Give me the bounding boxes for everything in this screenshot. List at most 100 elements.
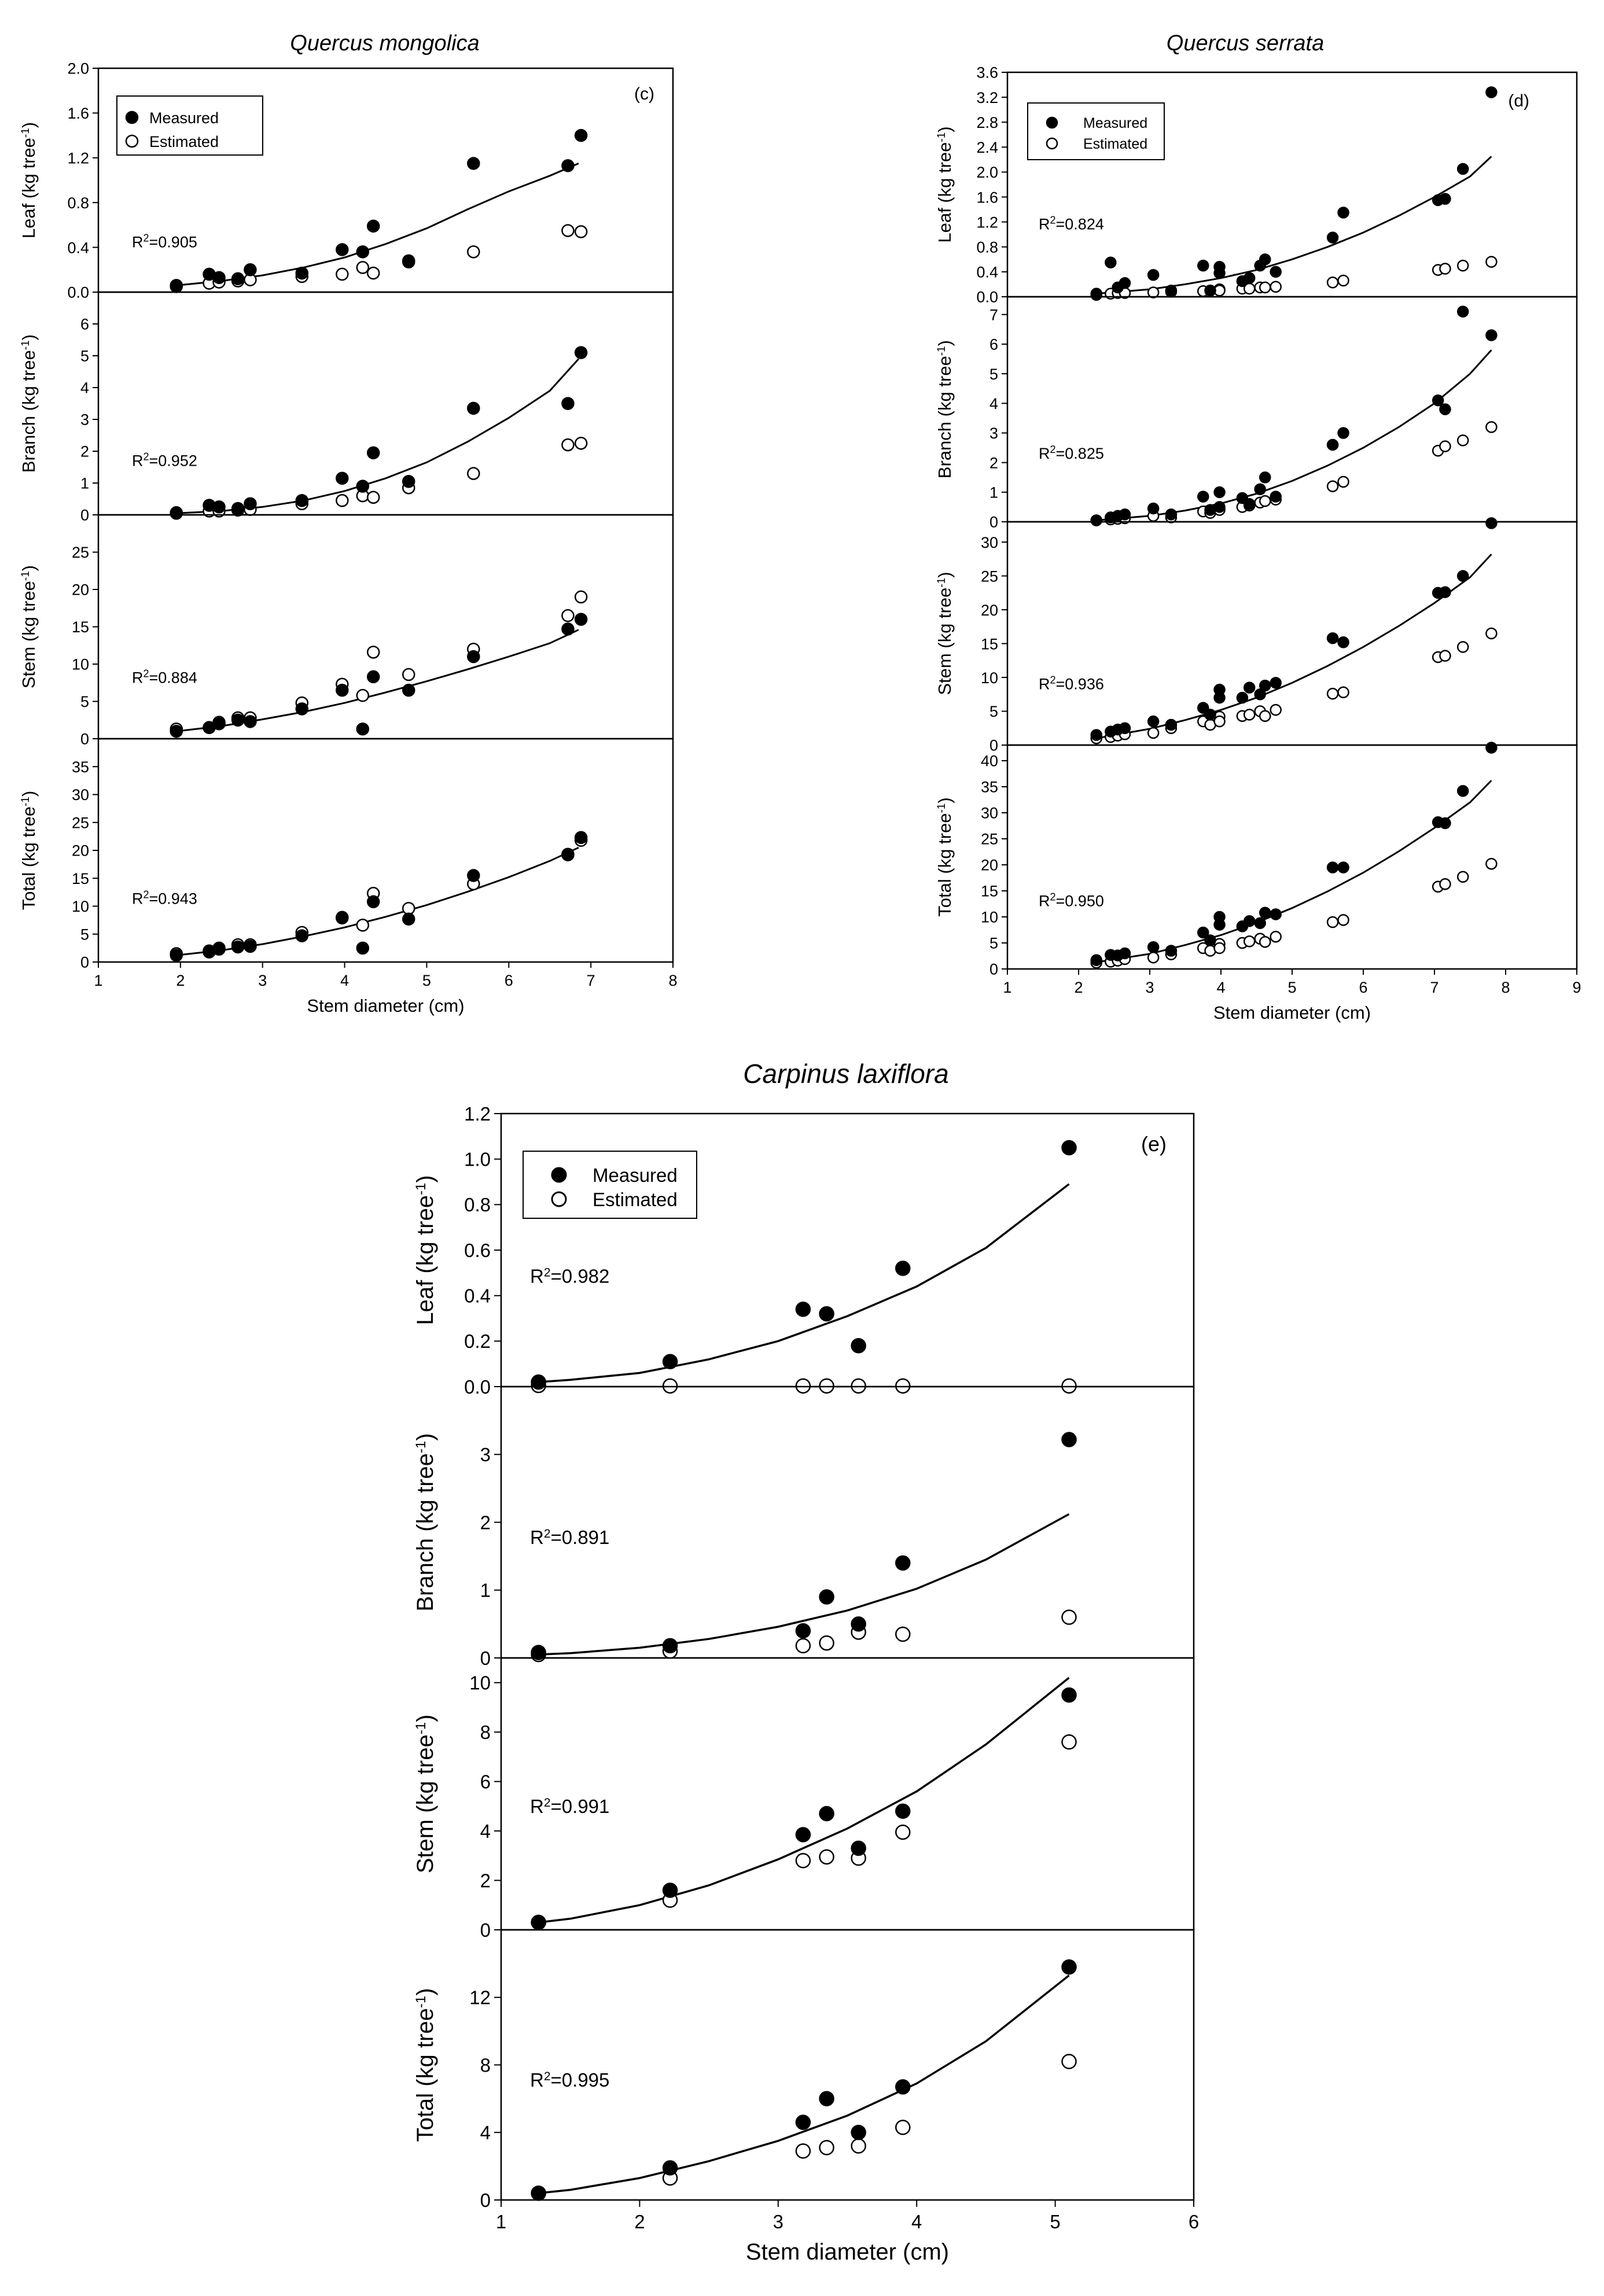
measured-point — [1456, 163, 1469, 175]
measured-point — [851, 1616, 866, 1632]
estimated-point — [895, 1824, 911, 1840]
estimated-point — [1270, 281, 1282, 293]
estimated-point — [1243, 709, 1256, 721]
x-tick-label: 9 — [1572, 979, 1581, 996]
estimated-point — [1259, 495, 1271, 507]
y-tick-label: 1.6 — [67, 105, 89, 122]
measured-point — [1213, 911, 1226, 923]
y-tick-label: 0.8 — [976, 238, 998, 256]
x-tick-label: 4 — [911, 2211, 922, 2232]
y-tick-label: 15 — [72, 870, 89, 887]
plot-frame — [97, 67, 674, 293]
measured-point — [1119, 508, 1131, 521]
y-tick-label: 1 — [480, 1580, 491, 1601]
legend-e-measured-label: Measured — [593, 1164, 678, 1186]
estimated-point — [574, 225, 588, 238]
measured-point — [1147, 502, 1160, 515]
x-axis-label: Stem diameter (cm) — [746, 2239, 949, 2265]
title-quercus-serrata: Quercus serrata — [1167, 31, 1324, 56]
y-tick-label: 3 — [989, 425, 998, 442]
y-tick-label: 0 — [480, 2190, 491, 2211]
measured-point — [1439, 403, 1451, 415]
estimated-point — [1485, 256, 1498, 268]
y-tick-label: 5 — [989, 935, 998, 952]
chart-d: 0.0 0.4 0.8 1.2 1.6 2.0 2.4 2.8 3.2 3.6 Leaf (kg t… — [935, 64, 1581, 1023]
measured-point — [662, 1638, 678, 1654]
subplot-branch: 0 1 2 3 4 5 6 7 Branch (kg tree-1) R2=0.825 — [935, 296, 1578, 531]
measured-point — [1213, 267, 1226, 279]
measured-point — [402, 255, 415, 269]
measured-point — [1119, 722, 1131, 735]
plot-frame — [500, 1657, 1195, 1931]
measured-point — [795, 1827, 811, 1842]
measured-point — [1147, 941, 1160, 953]
measured-point — [1337, 427, 1349, 439]
x-tick-label: 7 — [1430, 979, 1439, 996]
legend-c: Measured Estimated — [116, 95, 263, 156]
x-tick-label: 6 — [505, 972, 513, 989]
y-tick-label: 2 — [80, 443, 89, 460]
estimated-point — [795, 1638, 811, 1654]
y-tick-label: 0 — [989, 514, 998, 531]
measured-point — [170, 279, 183, 292]
title-carpinus-laxiflora: Carpinus laxiflora — [743, 1059, 948, 1089]
r2-annotation: R2=0.824 — [1039, 215, 1104, 233]
y-tick-label: 2 — [989, 454, 998, 471]
measured-point — [1147, 269, 1160, 281]
measured-point — [1326, 632, 1339, 644]
measured-point — [244, 715, 257, 728]
measured-point — [819, 2091, 834, 2107]
plot-frame — [500, 1385, 1195, 1659]
panel-label-e: (e) — [1141, 1132, 1167, 1156]
r2-annotation: R2=0.905 — [132, 233, 197, 251]
x-tick-label: 5 — [1050, 2211, 1060, 2232]
y-tick-label: 20 — [72, 581, 89, 599]
measured-point — [1254, 688, 1266, 701]
measured-point — [795, 1623, 811, 1639]
measured-point — [851, 1840, 866, 1856]
measured-point — [1254, 483, 1266, 495]
panel-label-c: (c) — [634, 84, 654, 104]
legend-e-estimated-label: Estimated — [593, 1189, 678, 1210]
measured-point — [336, 683, 349, 697]
legend-c-box — [116, 95, 263, 156]
estimated-point — [1213, 715, 1226, 728]
estimated-point — [895, 2120, 911, 2135]
measured-point — [1259, 253, 1271, 266]
fitted-curve — [1096, 780, 1492, 963]
measured-point — [356, 941, 370, 955]
legend-c-estimated-label: Estimated — [149, 133, 219, 150]
subplot-total: 0 5 10 15 20 25 30 35 40 Total (kg tree-1) R2=0.95… — [935, 742, 1578, 978]
measured-point — [1439, 817, 1451, 830]
plots-layer: 0.0 0.4 0.8 1.2 1.6 2.0 Leaf (kg tree-1) R2=0.9… — [19, 60, 1581, 2265]
measured-point — [366, 446, 380, 459]
measured-point — [1243, 681, 1256, 694]
y-tick-label: 4 — [80, 379, 89, 397]
estimated-point — [356, 919, 370, 932]
plot-frame — [500, 1112, 1195, 1388]
measured-point — [851, 2125, 866, 2140]
y-tick-label: 5 — [989, 703, 998, 720]
measured-point — [574, 128, 588, 142]
fitted-curve — [538, 1513, 1070, 1656]
measured-point — [231, 272, 245, 286]
measured-point — [1119, 947, 1131, 960]
y-axis-label: Total (kg tree-1) — [413, 1988, 438, 2142]
estimated-point — [467, 245, 480, 259]
measured-point — [1090, 954, 1102, 966]
y-tick-label: 0 — [480, 1919, 491, 1941]
measured-point — [366, 219, 380, 233]
y-axis-label: Stem (kg tree-1) — [19, 565, 39, 688]
measured-point — [1213, 501, 1226, 513]
y-tick-label: 20 — [981, 857, 998, 874]
measured-point — [336, 243, 349, 256]
estimated-point — [402, 902, 415, 915]
estimated-point — [1456, 434, 1469, 447]
y-tick-label: 8 — [480, 1722, 491, 1743]
r2-annotation: R2=0.936 — [1039, 675, 1104, 693]
y-tick-label: 0 — [989, 961, 998, 978]
y-tick-label: 1.2 — [67, 150, 89, 167]
title-quercus-mongolica: Quercus mongolica — [290, 31, 479, 56]
measured-point — [212, 500, 226, 514]
measured-point — [1165, 718, 1178, 731]
